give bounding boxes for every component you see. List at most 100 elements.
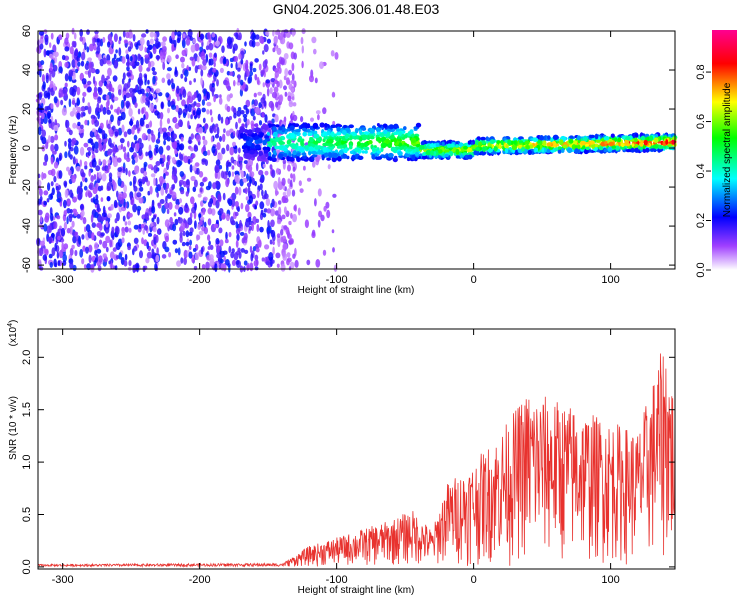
spectrogram-signal-cell [288,152,292,157]
spectrogram-noise-cell [231,165,235,170]
spectrogram-noise-cell [137,53,141,62]
spectrogram-noise-cell [64,140,67,147]
spectrogram-noise-cell [261,111,265,118]
spectrogram-noise-cell [237,67,241,72]
spectrogram-noise-cell [39,240,46,247]
spectrogram-noise-cell [277,176,281,185]
spectrogram-noise-cell [299,188,304,194]
spectrogram-noise-cell [207,246,211,250]
spectrogram-noise-cell [189,239,193,246]
spectrogram-noise-cell [138,223,142,230]
spectrogram-noise-cell [249,70,254,77]
spectrogram-signal-cell [326,157,331,161]
spectrogram-noise-cell [129,181,132,186]
spectrogram-signal-cell [476,136,481,141]
spectrogram-noise-cell [79,159,83,167]
spectrogram-noise-cell [71,244,75,250]
spectrogram-noise-cell [138,142,144,149]
spectrogram-noise-cell [245,99,251,108]
spectrogram-noise-cell [190,196,195,205]
spectrogram-noise-cell [140,167,145,174]
spectrogram-noise-cell [237,107,242,112]
spectrogram-signal-cell [562,144,568,149]
spectrogram-noise-cell [292,213,297,223]
spectrogram-signal-cell [594,133,599,140]
spectrogram-noise-cell [260,69,265,75]
spectrogram-noise-cell [123,94,127,102]
spectrogram-signal-cell [324,143,330,146]
spectrogram-noise-cell [72,196,77,203]
spectrogram-noise-cell [244,187,248,195]
spectrogram-noise-cell [43,201,47,206]
spectrogram-noise-cell [202,117,206,124]
spectrogram-signal-cell [639,142,644,147]
spectrogram-noise-cell [183,155,189,164]
spectrogram-signal-cell [309,137,314,143]
spectrogram-noise-cell [87,57,92,62]
spectrogram-signal-cell [482,146,486,153]
spectrogram-noise-cell [88,254,92,264]
spectrogram-noise-cell [184,104,188,109]
spectrogram-noise-cell [126,157,131,163]
spectrogram-noise-cell [306,177,312,182]
spectrogram-noise-cell [43,29,48,35]
spectrogram-noise-cell [90,214,94,223]
spectrogram-signal-cell [245,153,250,158]
spectrogram-signal-cell [625,136,631,141]
spectrogram-noise-cell [158,176,164,184]
spectrogram-noise-cell [77,51,81,58]
spectrogram-noise-cell [150,130,154,136]
spectrogram-noise-cell [236,233,240,241]
spectrogram-noise-cell [58,249,64,259]
spectrogram-noise-cell [219,239,224,247]
spectrogram-signal-cell [299,147,305,153]
spectrogram-noise-cell [64,61,69,68]
spectrogram-noise-cell [215,219,219,224]
spectrogram-noise-cell [112,145,117,155]
spectrogram-noise-cell [278,67,282,74]
spectrogram-noise-cell [214,133,220,139]
spectrogram-noise-cell [198,127,204,134]
spectrogram-noise-cell [135,61,140,66]
spectrogram-noise-cell [54,262,58,268]
spectrogram-noise-cell [76,112,81,120]
spectrogram-noise-cell [147,164,153,169]
spectrogram-noise-cell [247,164,253,173]
spectrogram-signal-cell [467,152,473,156]
spectrogram-noise-cell [157,202,161,207]
spectrogram-noise-cell [72,107,76,115]
spectrogram-noise-cell [243,160,249,165]
spectrogram-noise-cell [176,31,182,37]
spectrogram-noise-cell [124,221,128,226]
spectrogram-noise-cell [151,133,156,143]
spectrogram-noise-cell [96,248,102,254]
spectrogram-signal-cell [640,135,645,141]
spectrogram-noise-cell [282,235,287,242]
spectrogram-noise-cell [153,177,156,186]
spectrogram-noise-cell [196,109,201,115]
spectrogram-noise-cell [125,49,129,55]
spectrogram-signal-cell [375,137,382,142]
spectrogram-signal-cell [668,143,672,148]
spectrogram-noise-cell [254,266,259,271]
spectrogram-noise-cell [87,102,91,108]
spectrogram-noise-cell [181,39,186,49]
spectrogram-noise-cell [58,170,63,179]
spectrogram-noise-cell [203,176,208,182]
spectrogram-signal-cell [384,129,388,135]
spectrogram-noise-cell [262,50,265,55]
colorbar-tick-label: 0.0 [695,262,707,277]
spectrogram-noise-cell [276,219,282,225]
spectrogram-noise-cell [63,243,69,250]
spectrogram-noise-cell [155,55,161,60]
spectrogram-noise-cell [176,260,182,267]
spectrogram-noise-cell [283,75,287,81]
spectrogram-signal-cell [382,142,386,148]
spectrogram-noise-cell [65,32,70,39]
spectrogram-noise-cell [72,264,77,272]
spectrogram-noise-cell [229,115,232,121]
spectrogram-signal-cell [264,135,269,139]
spectrogram-noise-cell [312,160,316,168]
spectrogram-noise-cell [332,120,336,126]
spectrogram-noise-cell [38,126,42,136]
